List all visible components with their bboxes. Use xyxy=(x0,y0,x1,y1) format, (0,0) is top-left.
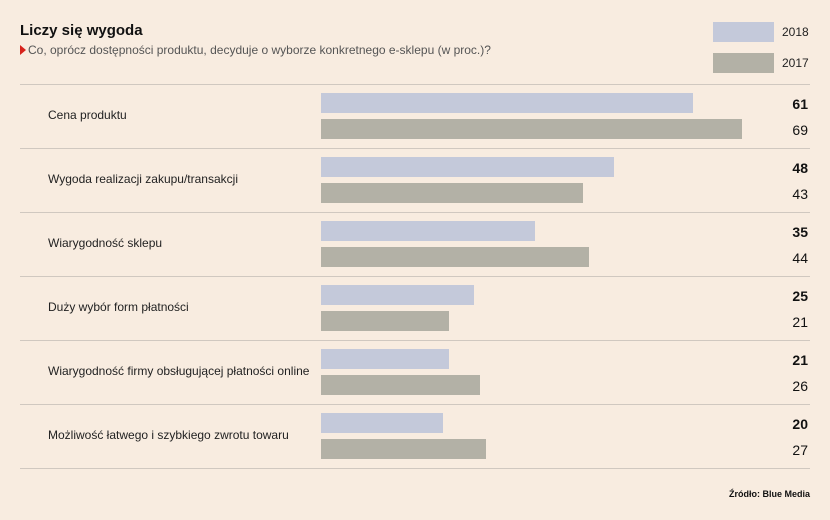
source-note: Źródło: Blue Media xyxy=(729,489,810,499)
data-label-2017: 27 xyxy=(792,442,808,458)
bar-2017 xyxy=(321,119,742,139)
bar-2018 xyxy=(321,285,474,305)
legend-swatch-2018 xyxy=(713,22,774,42)
row-separator xyxy=(20,148,810,149)
legend-label-2017: 2017 xyxy=(782,56,809,70)
legend-label-2018: 2018 xyxy=(782,25,809,39)
triangle-marker-icon xyxy=(20,45,26,55)
bar-2018 xyxy=(321,349,450,369)
data-label-2018: 61 xyxy=(792,96,808,112)
data-label-2017: 44 xyxy=(792,250,808,266)
data-label-2017: 26 xyxy=(792,378,808,394)
data-label-2018: 25 xyxy=(792,288,808,304)
row-separator xyxy=(20,212,810,213)
category-label: Wiarygodność sklepu xyxy=(48,236,163,250)
chart-subtitle: Co, oprócz dostępności produktu, decyduj… xyxy=(20,43,491,57)
row-separator xyxy=(20,340,810,341)
category-label: Wygoda realizacji zakupu/transakcji xyxy=(48,172,238,186)
data-label-2017: 21 xyxy=(792,314,808,330)
bar-2017 xyxy=(321,311,450,331)
data-label-2017: 69 xyxy=(792,122,808,138)
bar-2017 xyxy=(321,247,590,267)
category-label: Wiarygodność firmy obsługującej płatnośc… xyxy=(48,364,310,378)
bar-2017 xyxy=(321,375,480,395)
bar-2018 xyxy=(321,93,694,113)
category-label: Cena produktu xyxy=(48,108,127,122)
legend-swatch-2017 xyxy=(713,53,774,73)
category-label: Możliwość łatwego i szybkiego zwrotu tow… xyxy=(48,428,289,442)
bar-2017 xyxy=(321,183,584,203)
data-label-2017: 43 xyxy=(792,186,808,202)
legend-item-2018: 2018 xyxy=(713,22,809,42)
row-separator xyxy=(20,404,810,405)
bar-2018 xyxy=(321,413,443,433)
data-label-2018: 21 xyxy=(792,352,808,368)
chart-subtitle-text: Co, oprócz dostępności produktu, decyduj… xyxy=(28,43,491,57)
legend-item-2017: 2017 xyxy=(713,53,809,73)
data-label-2018: 20 xyxy=(792,416,808,432)
data-label-2018: 48 xyxy=(792,160,808,176)
row-separator xyxy=(20,468,810,469)
category-label: Duży wybór form płatności xyxy=(48,300,189,314)
bar-2017 xyxy=(321,439,486,459)
row-separator xyxy=(20,276,810,277)
data-label-2018: 35 xyxy=(792,224,808,240)
bar-2018 xyxy=(321,221,535,241)
bar-2018 xyxy=(321,157,614,177)
row-separator xyxy=(20,84,810,85)
chart-title: Liczy się wygoda xyxy=(20,22,143,39)
